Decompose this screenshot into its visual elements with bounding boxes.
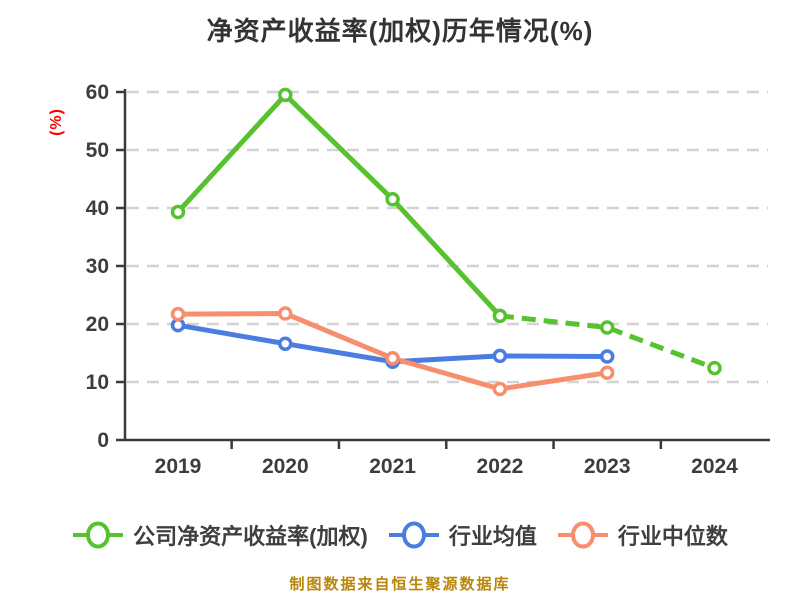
legend-label-company-roe: 公司净资产收益率(加权): [133, 524, 368, 549]
legend-item-industry-median: 行业中位数: [557, 519, 728, 551]
y-tick-label: 20: [86, 313, 109, 336]
data-point-marker: [599, 349, 615, 364]
legend-item-company-roe: 公司净资产收益率(加权): [72, 519, 368, 551]
data-point-marker: [707, 360, 722, 376]
legend-label-industry-average: 行业均值: [448, 524, 537, 549]
footer-credit: 制图数据来自恒生聚源数据库: [289, 576, 511, 593]
data-point-marker: [278, 306, 293, 321]
data-point-marker: [492, 308, 508, 324]
x-tick-label: 2024: [691, 455, 738, 478]
y-tick-label: 50: [86, 139, 109, 162]
y-tick-label: 40: [86, 197, 109, 220]
data-point-marker: [385, 350, 400, 366]
chart-title: 净资产收益率(加权)历年情况(%): [206, 16, 594, 46]
x-tick-label: 2023: [584, 455, 631, 478]
y-tick-label: 10: [86, 371, 109, 394]
data-point-marker: [170, 306, 186, 322]
data-point-marker: [599, 320, 615, 335]
legend-marker-company-roe: [73, 521, 124, 549]
data-point-marker: [599, 365, 615, 380]
y-tick-label: 60: [86, 81, 109, 104]
legend: 公司净资产收益率(加权) 行业均值 行业中位数: [0, 519, 800, 551]
data-point-marker: [170, 204, 186, 220]
legend-item-industry-average: 行业均值: [388, 519, 537, 551]
legend-label-industry-median: 行业中位数: [617, 524, 728, 549]
series-line-dashed: [499, 313, 716, 371]
y-tick-label: 0: [97, 429, 109, 452]
x-tick-label: 2020: [262, 455, 309, 478]
data-point-marker: [278, 336, 293, 351]
x-tick-label: 2021: [369, 455, 416, 478]
data-point-marker: [492, 381, 508, 397]
legend-marker-industry-average: [388, 521, 439, 549]
series-line-solid: [176, 92, 502, 318]
data-point-marker: [278, 87, 293, 103]
y-tick-label: 30: [86, 255, 109, 278]
data-point-marker: [492, 348, 508, 364]
data-point-marker: [385, 192, 400, 207]
x-tick-label: 2022: [477, 455, 524, 478]
legend-marker-industry-median: [557, 521, 608, 549]
x-tick-label: 2019: [155, 455, 202, 478]
